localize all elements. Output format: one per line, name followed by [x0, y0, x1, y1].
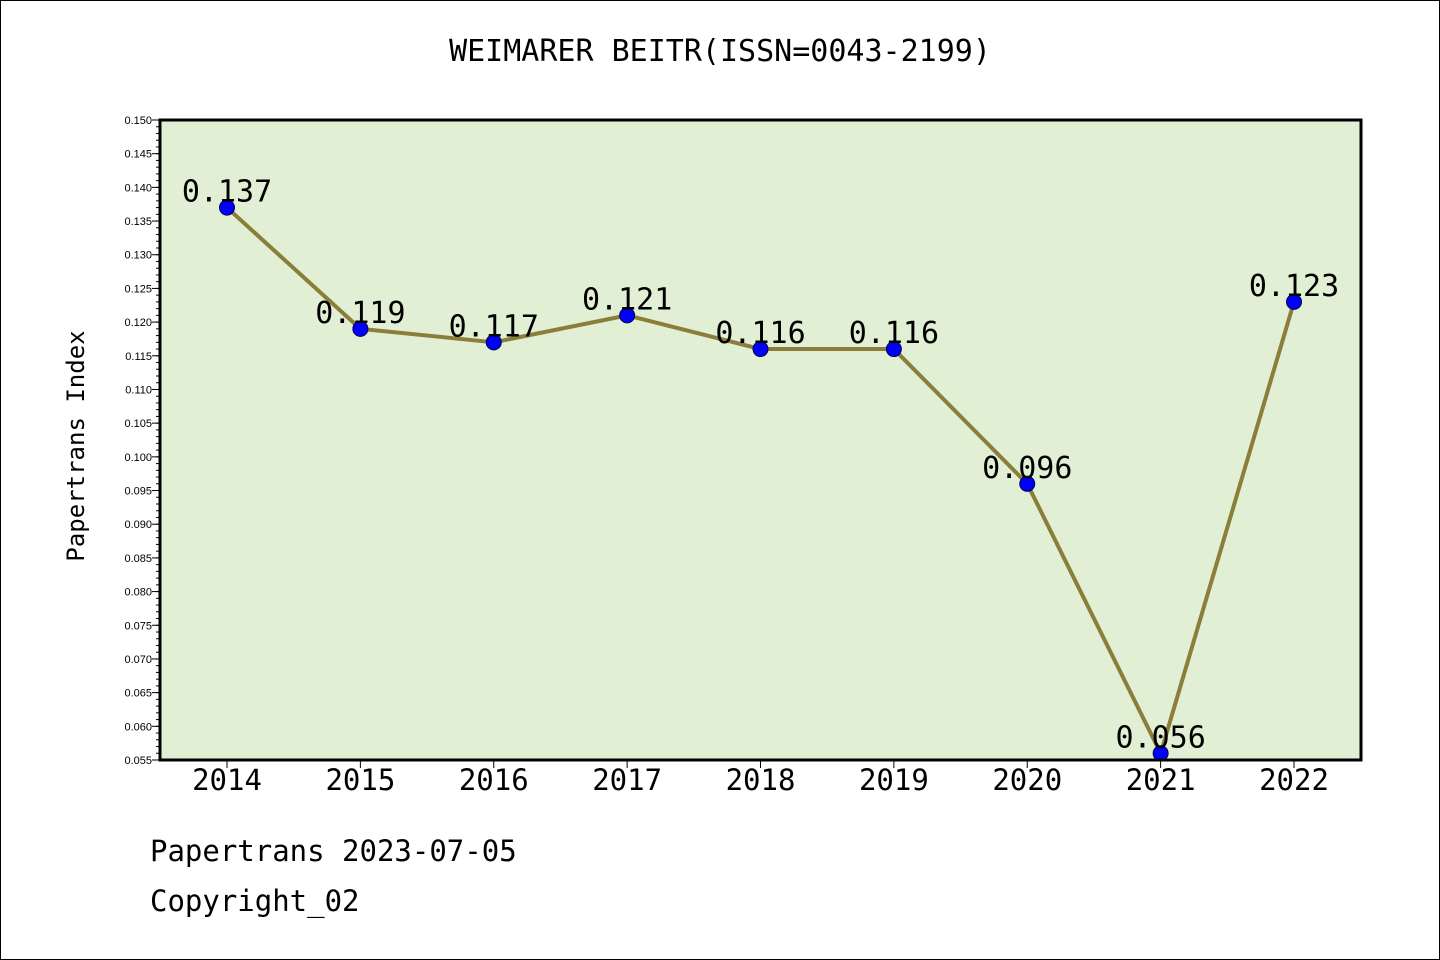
plot-border	[158, 118, 1363, 762]
data-point	[752, 341, 769, 358]
y-tick-label: 0.095	[124, 486, 152, 498]
y-tick-label: 0.075	[124, 620, 152, 632]
data-label: 0.096	[982, 451, 1072, 486]
x-tick-label: 2021	[1126, 763, 1196, 797]
y-tick-label: 0.150	[124, 115, 152, 127]
chart-title: WEIMARER BEITR(ISSN=0043-2199)	[449, 34, 991, 69]
data-label: 0.119	[315, 296, 405, 331]
x-tick-label: 2018	[726, 763, 796, 797]
data-point	[1286, 293, 1302, 310]
y-tick-label: 0.105	[124, 418, 152, 430]
data-point	[219, 199, 235, 216]
data-point	[619, 307, 636, 324]
y-tick-label: 0.100	[124, 452, 152, 464]
y-tick-label: 0.070	[124, 654, 152, 666]
y-tick-label: 0.135	[124, 216, 152, 228]
y-tick-label: 0.090	[124, 519, 152, 531]
data-label: 0.056	[1115, 720, 1205, 755]
y-tick-label: 0.130	[124, 250, 152, 262]
data-label: 0.121	[582, 282, 672, 317]
data-label: 0.117	[449, 309, 539, 344]
x-tick-label: 2022	[1259, 763, 1329, 797]
x-tick-label: 2017	[592, 763, 662, 797]
x-axis: 2014 2015 2016 2017 2018 2019 2020 2021 2022	[192, 760, 1329, 797]
x-tick-label: 2016	[459, 763, 529, 797]
y-tick-label: 0.055	[124, 755, 152, 767]
y-tick-label: 0.065	[124, 688, 152, 700]
y-tick-label: 0.115	[125, 351, 152, 363]
y-tick-label: 0.145	[124, 149, 152, 161]
data-label: 0.116	[715, 316, 805, 351]
footer-copyright: Copyright_02	[150, 884, 360, 918]
data-point	[1019, 475, 1036, 492]
y-tick-label: 0.080	[124, 587, 152, 599]
data-point	[485, 334, 502, 351]
footer-date: Papertrans 2023-07-05	[150, 834, 517, 868]
data-labels: 0.137 0.119 0.117 0.121 0.116 0.116 0.096 0.056…	[182, 175, 1339, 756]
y-tick-label: 0.120	[124, 317, 152, 329]
y-tick-label: 0.110	[125, 384, 152, 396]
data-point	[885, 341, 902, 358]
x-tick-label: 2019	[859, 763, 929, 797]
y-tick-label: 0.125	[124, 283, 152, 295]
data-point	[352, 320, 369, 337]
y-tick-label: 0.140	[124, 182, 152, 194]
data-label: 0.123	[1249, 269, 1339, 304]
y-axis: 0.055 0.060 0.065 0.070 0.075 0.080 0.085 0.090…	[124, 115, 160, 767]
plot-area	[160, 120, 1361, 760]
data-points	[219, 199, 1302, 762]
x-tick-label: 2014	[192, 763, 262, 797]
y-axis-label: Papertrans Index	[62, 330, 90, 562]
data-label: 0.116	[849, 316, 939, 351]
x-tick-label: 2015	[325, 763, 395, 797]
y-tick-label: 0.085	[124, 553, 152, 565]
data-label: 0.137	[182, 175, 272, 210]
x-tick-label: 2020	[992, 763, 1062, 797]
y-tick-label: 0.060	[124, 721, 152, 733]
